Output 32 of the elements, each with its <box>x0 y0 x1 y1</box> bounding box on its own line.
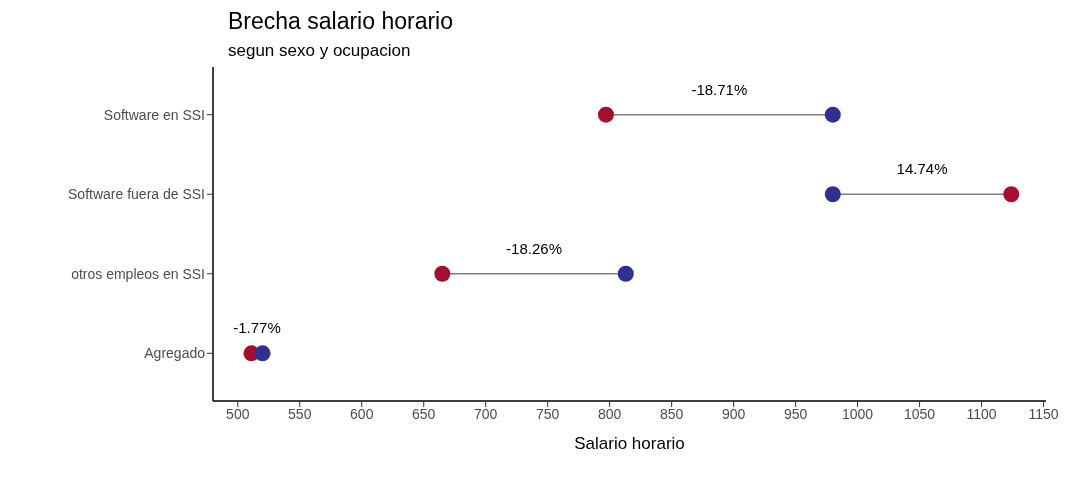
point <box>824 186 841 203</box>
point <box>1003 186 1020 203</box>
x-tick-label: 1150 <box>1028 405 1059 422</box>
x-tick-label: 650 <box>412 405 436 422</box>
x-tick-label: 500 <box>226 405 250 422</box>
chart-subtitle: segun sexo y ocupacion <box>228 41 412 61</box>
x-tick-label: 700 <box>474 405 498 422</box>
y-tick-label: otros empleos en SSI <box>71 265 205 282</box>
annotation: -18.26% <box>506 239 562 257</box>
x-tick-label: 600 <box>350 405 374 422</box>
point <box>254 345 271 362</box>
y-tick-label: Software fuera de SSI <box>68 186 205 203</box>
annotation: -18.71% <box>691 80 748 98</box>
x-tick-label: 550 <box>288 405 312 422</box>
x-tick-label: 1050 <box>903 405 936 422</box>
x-tick-label: 850 <box>659 405 684 422</box>
x-tick-label: 750 <box>536 405 560 422</box>
x-tick-label: 900 <box>721 405 746 422</box>
x-tick-label: 1100 <box>966 405 997 422</box>
point <box>597 106 614 123</box>
y-tick-label: Agregado <box>144 345 206 362</box>
x-tick-label: 950 <box>783 405 808 422</box>
point <box>434 265 451 282</box>
point <box>617 265 634 282</box>
x-tick-label: 1000 <box>842 405 874 422</box>
x-axis-title: Salario horario <box>574 434 685 453</box>
annotation: -1.77% <box>233 319 281 337</box>
x-tick-label: 800 <box>597 405 622 422</box>
y-tick-label: Software en SSI <box>103 106 205 123</box>
point <box>824 106 841 123</box>
chart-title: Brecha salario horario <box>228 8 454 35</box>
annotation: 14.74% <box>896 160 948 178</box>
